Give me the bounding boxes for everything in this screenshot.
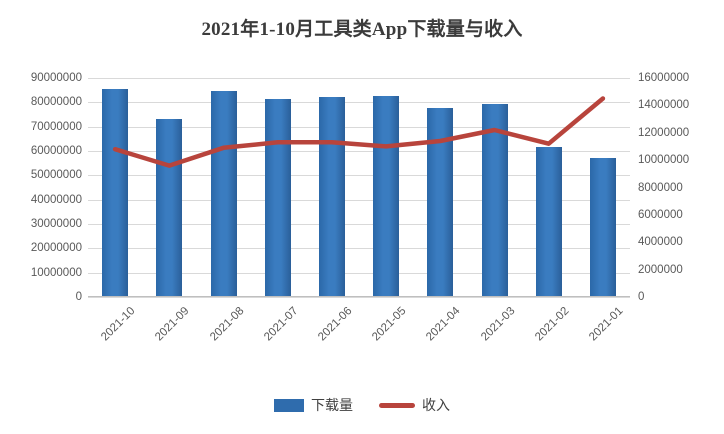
bar[interactable] <box>156 119 183 297</box>
x-axis-tick-label: 2021-01 <box>587 305 626 344</box>
y-axis-left-tick: 30000000 <box>30 218 82 230</box>
gridline <box>88 248 630 250</box>
y-axis-left-tick: 10000000 <box>30 266 82 279</box>
y-axis-right-tick: 16000000 <box>638 72 690 84</box>
gridline <box>88 297 630 298</box>
gridline <box>88 224 630 225</box>
y-axis-left-tick: 0 <box>75 291 82 303</box>
x-axis-tick-label: 2021-09 <box>153 305 192 344</box>
y-axis-left-tick: 50000000 <box>30 169 82 182</box>
x-axis-tick-label: 2021-10 <box>99 305 138 344</box>
bar[interactable] <box>264 98 291 297</box>
bar[interactable] <box>481 103 508 297</box>
y-axis-right-tick: 14000000 <box>638 99 690 112</box>
y-axis-right-tick: 4000000 <box>638 236 683 249</box>
legend-label-revenue: 收入 <box>422 397 450 413</box>
x-axis-tick-label: 2021-06 <box>316 305 355 344</box>
line-swatch-icon <box>379 402 415 408</box>
plot-area <box>88 78 630 298</box>
bar-swatch-icon <box>274 398 304 412</box>
y-axis-right-tick: 12000000 <box>638 126 690 139</box>
gridline <box>88 272 630 274</box>
gridline <box>88 78 630 79</box>
chart-legend: 下载量 收入 <box>0 398 724 412</box>
bar[interactable] <box>589 158 616 297</box>
x-axis-tick-label: 2021-08 <box>207 305 246 344</box>
y-axis-right-tick: 10000000 <box>638 154 690 167</box>
y-axis-left-tick: 70000000 <box>30 120 82 133</box>
y-axis-right-tick: 6000000 <box>638 208 683 221</box>
y-axis-left-labels: 0 10000000 20000000 30000000 40000000 5000000… <box>6 72 82 303</box>
x-axis-tick-label: 2021-04 <box>424 305 463 344</box>
y-axis-left-tick: 90000000 <box>30 72 82 84</box>
chart-title: 2021年1-10月工具类App下载量与收入 <box>201 19 523 40</box>
bar[interactable] <box>318 97 345 297</box>
legend-item-downloads[interactable]: 下载量 <box>274 398 353 412</box>
x-axis-tick-label: 2021-05 <box>370 305 409 344</box>
gridline <box>88 199 630 201</box>
x-axis-line <box>88 296 630 297</box>
y-axis-right-tick: 0 <box>638 291 645 303</box>
bar[interactable] <box>373 96 400 297</box>
bar[interactable] <box>535 147 562 297</box>
y-axis-left-tick: 60000000 <box>30 145 82 157</box>
bar[interactable] <box>102 88 129 297</box>
gridline <box>88 102 630 104</box>
x-axis-tick-label: 2021-07 <box>261 305 301 344</box>
y-axis-left-tick: 80000000 <box>30 96 82 109</box>
legend-label-downloads: 下载量 <box>311 397 353 413</box>
gridline <box>88 175 630 177</box>
bar[interactable] <box>210 91 237 297</box>
x-axis-tick-label: 2021-02 <box>532 305 572 344</box>
y-axis-right-labels: 0 2000000 4000000 6000000 8000000 10000000 120… <box>638 72 718 303</box>
y-axis-left-tick: 20000000 <box>30 242 82 255</box>
bar[interactable] <box>427 108 454 297</box>
y-axis-left-tick: 40000000 <box>30 193 82 206</box>
y-axis-right-tick: 8000000 <box>638 181 683 194</box>
y-axis-right-tick: 2000000 <box>638 263 683 276</box>
x-axis-tick-label: 2021-03 <box>478 305 517 344</box>
legend-item-revenue[interactable]: 收入 <box>379 398 450 412</box>
